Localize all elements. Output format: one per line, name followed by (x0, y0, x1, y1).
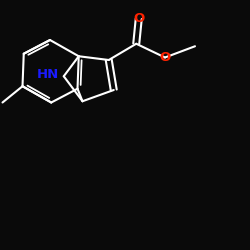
Text: O: O (160, 51, 170, 64)
Text: O: O (133, 12, 144, 25)
Text: HN: HN (36, 68, 59, 82)
